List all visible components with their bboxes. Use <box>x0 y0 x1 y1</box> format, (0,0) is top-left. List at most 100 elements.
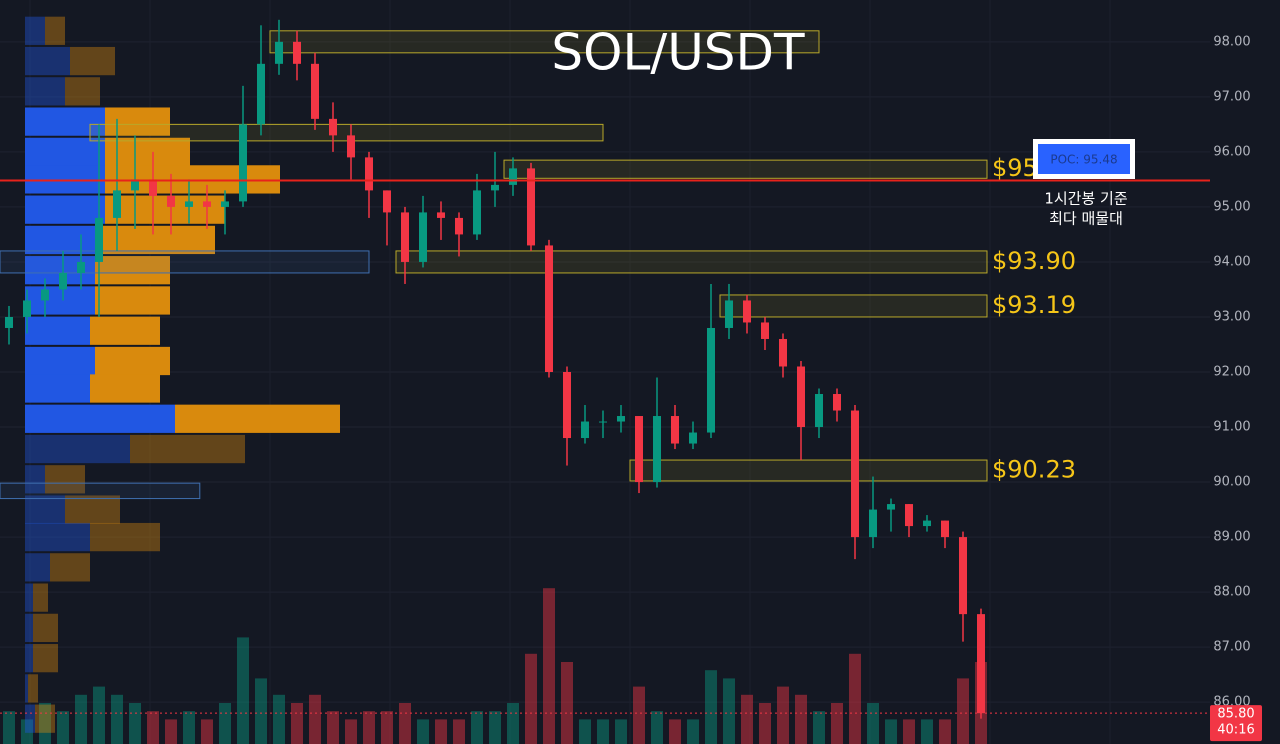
volume-bar <box>705 670 717 744</box>
candle-body <box>41 289 49 301</box>
candle-body <box>365 157 373 191</box>
volume-bar <box>651 711 663 744</box>
volume-bar <box>21 719 33 744</box>
volume-bar <box>237 637 249 744</box>
candle-body <box>833 394 841 411</box>
volume-bar <box>597 719 609 744</box>
volume-bar <box>543 588 555 744</box>
volume-bar <box>561 662 573 744</box>
profile-sell <box>105 107 170 136</box>
y-tick-label: 87.00 <box>1213 640 1250 655</box>
volume-bar <box>615 719 627 744</box>
zone-label: $90.23 <box>992 456 1076 484</box>
zone <box>395 250 988 274</box>
volume-bar <box>471 711 483 744</box>
profile-buy <box>25 195 105 224</box>
zone <box>503 159 988 179</box>
candle-body <box>275 41 283 64</box>
candle-body <box>185 201 193 207</box>
profile-buy <box>25 434 130 464</box>
profile-buy <box>25 46 70 76</box>
profile-sell <box>35 704 55 733</box>
zone <box>0 250 370 274</box>
volume-bar <box>309 694 321 744</box>
profile-buy <box>25 613 33 643</box>
volume-bar <box>435 719 447 744</box>
candle-body <box>563 372 571 439</box>
y-tick-label: 88.00 <box>1213 585 1250 600</box>
candle-body <box>671 416 679 444</box>
candle-body <box>491 184 499 191</box>
last-price-box <box>1210 705 1262 742</box>
profile-buy <box>25 316 90 345</box>
poc-label: POC: 95.48 <box>1050 153 1117 167</box>
candle-body <box>293 41 301 64</box>
candle-body <box>977 614 985 714</box>
candle-body <box>923 520 931 527</box>
y-tick-label: 89.00 <box>1213 530 1250 545</box>
volume-bar <box>363 711 375 744</box>
annotation: 1시간봉 기준 <box>1044 190 1128 208</box>
candle-body <box>941 520 949 538</box>
candle-body <box>77 261 85 273</box>
candle-body <box>581 421 589 439</box>
volume-bar <box>813 711 825 744</box>
volume-bar <box>579 719 591 744</box>
y-tick-label: 96.00 <box>1213 144 1250 159</box>
zone <box>0 482 201 500</box>
candle-body <box>509 168 517 185</box>
profile-buy <box>25 674 28 703</box>
profile-sell <box>90 374 160 403</box>
volume-bar <box>183 711 195 744</box>
volume-bar <box>687 719 699 744</box>
candle-body <box>599 421 607 423</box>
profile-sell <box>33 613 58 643</box>
volume-bar <box>939 719 951 744</box>
volume-bar <box>399 703 411 744</box>
chart-title: SOL/USDT <box>551 24 805 82</box>
volume-bar <box>885 719 897 744</box>
candle-body <box>779 338 787 367</box>
profile-buy <box>25 644 33 673</box>
profile-sell <box>28 674 38 703</box>
candle-body <box>455 217 463 235</box>
zone-label: $93.19 <box>992 291 1076 319</box>
profile-sell <box>175 404 340 433</box>
volume-bar <box>453 719 465 744</box>
profile-sell <box>130 434 245 464</box>
profile-buy <box>25 495 65 524</box>
volume-bar <box>3 711 15 744</box>
profile-buy <box>25 16 45 45</box>
y-tick-label: 95.00 <box>1213 199 1250 214</box>
profile-sell <box>65 77 100 106</box>
volume-bar <box>525 653 537 744</box>
y-tick-label: 94.00 <box>1213 254 1250 269</box>
candle-body <box>797 366 805 428</box>
volume-bar <box>111 694 123 744</box>
profile-sell <box>65 495 120 524</box>
profile-buy <box>25 404 175 433</box>
candle-body <box>437 212 445 218</box>
candle-body <box>761 322 769 339</box>
profile-sell <box>105 195 225 224</box>
profile-sell <box>45 465 85 494</box>
volume-bar <box>723 678 735 744</box>
volume-bar <box>291 703 303 744</box>
volume-bar <box>273 694 285 744</box>
profile-sell <box>95 225 215 255</box>
candle-body <box>869 509 877 538</box>
candle-body <box>527 168 535 246</box>
y-tick-label: 98.00 <box>1213 34 1250 49</box>
y-tick-label: 91.00 <box>1213 420 1250 435</box>
volume-bar <box>75 694 87 744</box>
profile-buy <box>25 346 95 376</box>
candle-body <box>239 124 247 202</box>
poc-box <box>1038 144 1130 174</box>
volume-bar <box>849 653 861 744</box>
volume-bar <box>921 719 933 744</box>
volume-bar <box>381 711 393 744</box>
candle-body <box>689 432 697 444</box>
volume-bar <box>219 703 231 744</box>
candle-body <box>203 201 211 207</box>
profile-sell <box>33 583 48 612</box>
